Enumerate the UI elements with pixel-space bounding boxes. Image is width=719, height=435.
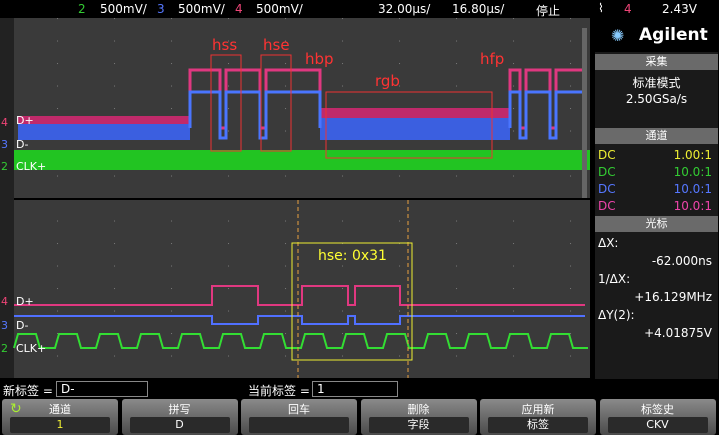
zoom-annotation: hse: 0x31 bbox=[318, 248, 387, 264]
trace-clk bbox=[13, 333, 588, 349]
channel-marker: 3 bbox=[1, 138, 8, 151]
scroll-bar bbox=[582, 28, 587, 198]
annotation: hfp bbox=[480, 50, 504, 68]
trace-label: D+ bbox=[16, 295, 34, 308]
cursor-value: +16.129MHz bbox=[634, 290, 712, 304]
brand: Agilent bbox=[595, 18, 718, 52]
softkey[interactable]: 拼写 D bbox=[121, 399, 238, 435]
softkey-title: 回车 bbox=[288, 403, 310, 416]
softkey-icon: ↻ bbox=[10, 401, 22, 417]
marker-strip bbox=[0, 18, 14, 378]
softkey[interactable]: 回车 bbox=[241, 399, 357, 435]
waveform-area: hss hse hbp rgb hfp 4 D+ 3 D- 2 CLK+ hse… bbox=[0, 18, 590, 378]
side-panel: Agilent ✺ 采集 标准模式 2.50GSa/s 通道 DC 1.00:1 D… bbox=[595, 18, 718, 379]
brand-logo: ✺ bbox=[611, 26, 625, 45]
softkey-value: CKV bbox=[607, 417, 708, 433]
section-header: 通道 bbox=[595, 128, 718, 144]
ch-scale: 500mV/ bbox=[100, 2, 147, 16]
channel-marker: 2 bbox=[1, 342, 8, 355]
softkey-title: 应用新 bbox=[521, 403, 555, 416]
timebase: 32.00μs/ bbox=[378, 2, 431, 16]
trace-label: D- bbox=[16, 138, 28, 151]
softkey-title: 删除 bbox=[407, 403, 430, 416]
ch-scale: 500mV/ bbox=[256, 2, 303, 16]
trace-label: CLK+ bbox=[16, 342, 46, 355]
annotation: hss bbox=[212, 36, 237, 54]
trace-label: CLK+ bbox=[16, 160, 46, 173]
current-label-caption: 当前标签 = bbox=[248, 384, 310, 398]
coupling: DC bbox=[598, 199, 616, 213]
cursor-label: 1/ΔX: bbox=[598, 272, 631, 286]
delay: 16.80μs/ bbox=[452, 2, 505, 16]
channel-marker: 4 bbox=[1, 295, 8, 308]
new-label-caption: 新标签 = bbox=[3, 384, 53, 398]
probe-ratio: 10.0:1 bbox=[673, 165, 712, 179]
annotation: hbp bbox=[305, 50, 334, 68]
run-state: 停止 bbox=[536, 4, 561, 18]
softkey[interactable]: 删除 字段 bbox=[360, 399, 477, 435]
acq-mode: 标准模式 bbox=[632, 76, 681, 90]
section-header: 光标 bbox=[595, 216, 718, 232]
ch-scale: 500mV/ bbox=[178, 2, 225, 16]
trace-label: D- bbox=[16, 319, 28, 332]
status-bar: 2 500mV/ 3 500mV/ 4 500mV/ 32.00μs/ 16.8… bbox=[0, 0, 719, 18]
probe-ratio: 10.0:1 bbox=[673, 182, 712, 196]
channel-marker: 4 bbox=[1, 116, 8, 129]
trace-d-minus bbox=[18, 90, 585, 140]
acq-rate: 2.50GSa/s bbox=[625, 92, 688, 106]
new-label-field[interactable]: D- bbox=[56, 381, 148, 397]
softkey[interactable]: 应用新 标签 bbox=[480, 399, 596, 435]
cursor-label: ΔY(2): bbox=[598, 308, 635, 322]
trace-d-plus bbox=[14, 285, 585, 306]
ch-number: 4 bbox=[235, 2, 243, 16]
coupling: DC bbox=[598, 165, 616, 179]
trace-label: D+ bbox=[16, 114, 34, 127]
ch-number: 2 bbox=[78, 2, 86, 16]
trigger-channel: 4 bbox=[624, 2, 632, 16]
trace-clk bbox=[14, 150, 590, 170]
ch-number: 3 bbox=[157, 2, 165, 16]
trigger-level: 2.43V bbox=[662, 2, 697, 16]
softkey-title: 拼写 bbox=[168, 403, 191, 416]
softkey-value: 标签 bbox=[488, 417, 588, 433]
coupling: DC bbox=[598, 182, 616, 196]
trace-d-minus bbox=[14, 315, 585, 325]
annotation-box bbox=[260, 54, 292, 152]
probe-ratio: 1.00:1 bbox=[673, 148, 712, 162]
coupling: DC bbox=[598, 148, 616, 162]
probe-ratio: 10.0:1 bbox=[673, 199, 712, 213]
annotation-box bbox=[325, 91, 493, 159]
label-bar: 新标签 = D- 当前标签 = 1 bbox=[0, 380, 719, 398]
channel-marker: 3 bbox=[1, 319, 8, 332]
cursor-value: -62.000ns bbox=[651, 254, 712, 268]
trigger-icon: ⌇ bbox=[598, 1, 604, 15]
softkey-title: 标签史 bbox=[641, 403, 674, 416]
annotation: hse bbox=[263, 36, 290, 54]
cursor-value: +4.01875V bbox=[644, 326, 712, 340]
current-label-field: 1 bbox=[312, 381, 398, 397]
softkey-title: 通道 bbox=[49, 403, 71, 416]
highlight-box bbox=[291, 242, 413, 361]
softkey-arrow bbox=[249, 417, 349, 433]
section-header: 采集 bbox=[595, 54, 718, 70]
softkey-value: 1 bbox=[10, 417, 110, 433]
annotation-box bbox=[210, 54, 242, 152]
channel-marker: 2 bbox=[1, 160, 8, 173]
cursor-label: ΔX: bbox=[598, 236, 619, 250]
softkey[interactable]: 通道 1 ↻ bbox=[2, 399, 118, 435]
softkey-value: D bbox=[129, 417, 230, 433]
softkey[interactable]: 标签史 CKV bbox=[599, 399, 716, 435]
annotation: rgb bbox=[375, 72, 400, 90]
softkey-value: 字段 bbox=[368, 417, 469, 433]
